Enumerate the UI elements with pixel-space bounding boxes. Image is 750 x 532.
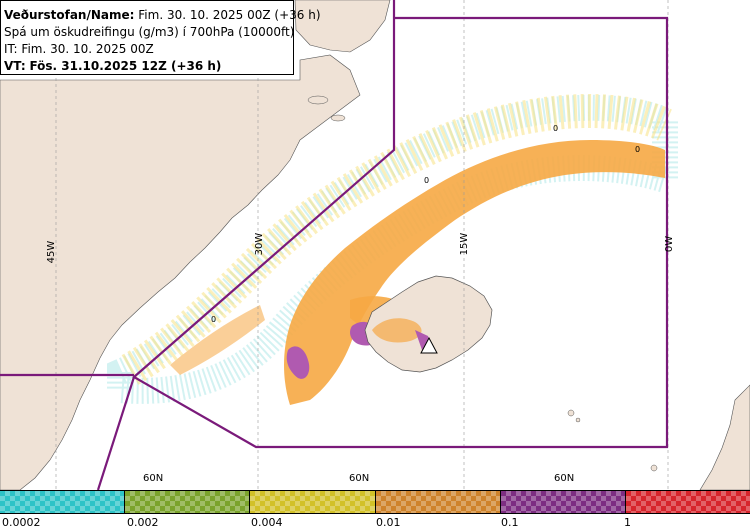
legend-tick-5: 0.1 [501, 516, 519, 529]
info-valid-value: Fös. 31.10.2025 12Z (+36 h) [29, 59, 222, 73]
forecast-info-box: Veðurstofan/Name: Fim. 30. 10. 2025 00Z … [0, 0, 321, 75]
info-line-issue-time: IT: Fim. 30. 10. 2025 00Z [4, 42, 154, 56]
lon-label-15w: 15W [459, 233, 470, 256]
lon-label-30w: 30W [254, 233, 265, 256]
legend-colorbar [0, 490, 750, 514]
contour-zero-label-2: 0 [635, 145, 640, 154]
scandinavia-edge [699, 384, 750, 490]
contour-zero-label-3: 0 [424, 176, 429, 185]
info-line-product: Spá um öskudreifingu (g/m3) í 700hPa (10… [4, 25, 295, 39]
legend-tick-6: 1 [624, 516, 631, 529]
ash-dispersion-map: 45W 30W 15W 0W 60N 60N 60N 0 0 0 0 [0, 0, 750, 490]
info-issuer-label: Veðurstofan/Name: [4, 8, 135, 22]
legend-segment-3 [250, 491, 376, 513]
legend-tick-2: 0.002 [127, 516, 159, 529]
info-line-valid-time: VT: Fös. 31.10.2025 12Z (+36 h) [4, 58, 289, 75]
fir-boundary [0, 0, 669, 490]
info-line-issuer: Veðurstofan/Name: Fim. 30. 10. 2025 00Z … [4, 7, 321, 24]
legend-tick-3: 0.004 [251, 516, 283, 529]
legend-segment-2 [125, 491, 251, 513]
greenland-northeast [294, 0, 391, 53]
legend-segment-5 [500, 491, 626, 513]
info-valid-label: VT: [4, 59, 26, 73]
info-issuer-value: Fim. 30. 10. 2025 00Z (+36 h) [138, 8, 321, 22]
contour-zero-label-4: 0 [211, 315, 216, 324]
contour-zero-label-1: 0 [553, 124, 558, 133]
legend-segment-6 [625, 491, 750, 513]
lon-label-45w: 45W [46, 241, 57, 264]
volcano-marker-icon [420, 336, 438, 354]
legend-segment-4 [375, 491, 501, 513]
lat-label-60n-2: 60N [349, 473, 369, 484]
iceland-landmass [364, 275, 493, 373]
legend-tick-4: 0.01 [376, 516, 401, 529]
concentration-legend: 0.0002 0.002 0.004 0.01 0.1 1 [0, 490, 750, 532]
lon-label-0w: 0W [664, 236, 675, 252]
lat-label-60n-3: 60N [554, 473, 574, 484]
legend-segment-1 [0, 491, 126, 513]
plume-faint-trace [107, 94, 678, 404]
lat-label-60n-1: 60N [143, 473, 163, 484]
legend-tick-1: 0.0002 [2, 516, 41, 529]
greenland-landmass [0, 54, 361, 490]
